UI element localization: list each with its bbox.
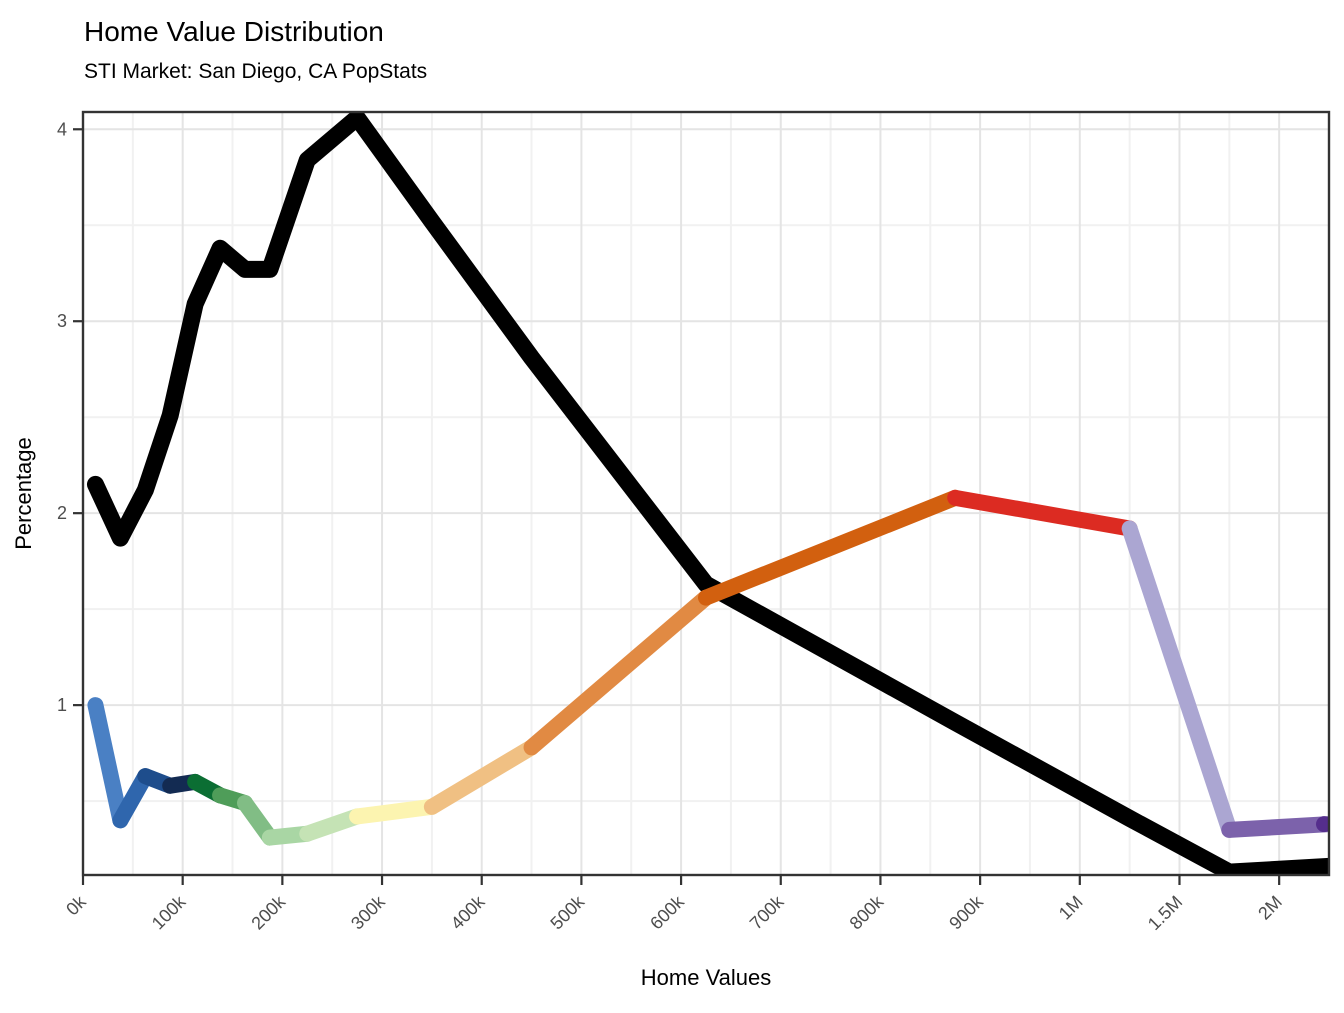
series-layer	[86, 112, 1329, 875]
rainbow-line-segment	[698, 489, 964, 606]
y-tick-label: 1	[57, 695, 67, 715]
rainbow-line-segment	[523, 589, 714, 756]
rainbow-line-segment	[87, 697, 129, 829]
rainbow-line-segment	[1221, 816, 1329, 838]
x-axis-title: Home Values	[641, 965, 771, 990]
gridlines-major	[82, 112, 1329, 875]
y-tick-labels: 1 2 3 4	[57, 119, 67, 715]
black-distribution-line	[86, 112, 1329, 875]
panel-background	[83, 112, 1329, 875]
chart-title: Home Value Distribution	[84, 16, 384, 47]
rainbow-line-segment	[299, 808, 366, 842]
rainbow-line-segment	[349, 798, 440, 825]
y-tick-label: 4	[57, 119, 67, 139]
rainbow-line-segment	[947, 489, 1138, 537]
axis-ticks	[73, 128, 1281, 885]
y-tick-label: 2	[57, 503, 67, 523]
chart-subtitle: STI Market: San Diego, CA PopStats	[84, 60, 427, 83]
rainbow-end-dot	[1316, 816, 1329, 833]
y-tick-label: 3	[57, 311, 67, 331]
y-axis-title: Percentage	[11, 437, 36, 550]
panel-border	[81, 110, 1331, 877]
rainbow-line-segment	[423, 739, 540, 815]
rainbow-line-segment	[1121, 520, 1238, 838]
rainbow-line-segment	[112, 768, 154, 829]
